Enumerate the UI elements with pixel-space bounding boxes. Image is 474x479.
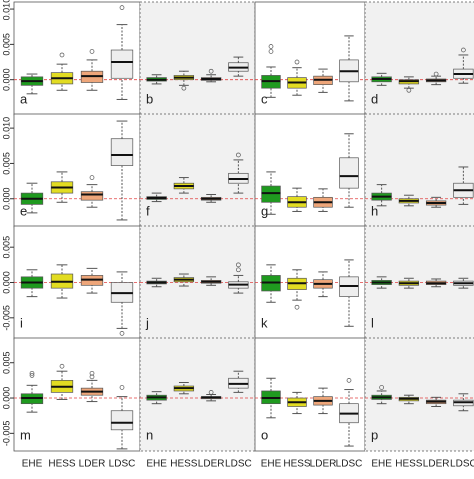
panel-label: m bbox=[20, 427, 31, 442]
panel bbox=[364, 1, 474, 116]
outlier bbox=[89, 175, 95, 180]
panel-label: d bbox=[371, 91, 378, 106]
outlier bbox=[346, 378, 352, 383]
x-tick-label: LDSC bbox=[109, 459, 136, 470]
x-tick-label: HESS bbox=[48, 459, 76, 470]
panel bbox=[139, 113, 256, 228]
box bbox=[261, 185, 281, 203]
outlier bbox=[208, 390, 214, 395]
outlier bbox=[406, 87, 412, 93]
outlier bbox=[89, 370, 95, 376]
panel-label: o bbox=[261, 427, 268, 442]
y-tick-label: 0.000 bbox=[1, 68, 11, 91]
outlier bbox=[461, 47, 466, 53]
panel-label: b bbox=[146, 91, 153, 106]
panel-label: j bbox=[145, 315, 149, 330]
outlier bbox=[236, 262, 241, 268]
panel-label: l bbox=[371, 315, 374, 330]
panel bbox=[139, 1, 256, 116]
box bbox=[110, 49, 134, 79]
panel-label: i bbox=[20, 315, 23, 330]
box bbox=[110, 410, 134, 431]
outlier bbox=[29, 370, 35, 376]
outlier bbox=[268, 44, 274, 49]
x-tick-label: LDSC bbox=[225, 459, 252, 470]
outlier bbox=[59, 52, 65, 58]
outlier bbox=[29, 373, 35, 378]
panel-label: a bbox=[20, 91, 28, 106]
box bbox=[339, 157, 359, 189]
panel-label: c bbox=[261, 91, 268, 106]
x-tick-label: LDER bbox=[310, 459, 337, 470]
y-tick-label: -0.005 bbox=[1, 305, 11, 331]
x-tick-label: EHE bbox=[22, 459, 43, 470]
y-tick-label: 0.000 bbox=[1, 271, 11, 294]
y-tick-label: 0.005 bbox=[1, 351, 11, 374]
box bbox=[110, 138, 134, 166]
x-tick-label: LDER bbox=[198, 459, 225, 470]
panel-label: n bbox=[146, 427, 153, 442]
box bbox=[80, 191, 104, 201]
outlier bbox=[119, 385, 125, 390]
x-tick-label: LDER bbox=[79, 459, 106, 470]
y-tick-label: -0.005 bbox=[1, 421, 11, 447]
outlier bbox=[379, 385, 384, 390]
x-tick-label: HESS bbox=[170, 459, 198, 470]
x-tick-label: EHE bbox=[146, 459, 167, 470]
y-tick-label: 0.005 bbox=[1, 152, 11, 175]
panel-label: e bbox=[20, 203, 27, 218]
panel bbox=[364, 337, 474, 452]
outlier bbox=[89, 374, 95, 380]
x-tick-label: LDER bbox=[423, 459, 450, 470]
outlier bbox=[433, 71, 439, 77]
x-tick-label: EHE bbox=[371, 459, 392, 470]
panel bbox=[13, 113, 141, 228]
x-tick-label: EHE bbox=[261, 459, 282, 470]
x-tick-label: HESS bbox=[395, 459, 423, 470]
panel-label: h bbox=[371, 203, 378, 218]
y-tick-label: 0.000 bbox=[1, 387, 11, 410]
x-tick-label: LDSC bbox=[336, 459, 363, 470]
x-tick-label: HESS bbox=[283, 459, 311, 470]
panel-label: f bbox=[146, 203, 150, 218]
y-tick-label: 0.005 bbox=[1, 236, 11, 259]
y-tick-label: 0.000 bbox=[1, 187, 11, 210]
outlier bbox=[181, 85, 187, 91]
panel-label: g bbox=[261, 203, 268, 218]
outlier bbox=[59, 363, 65, 369]
y-tick-label: 0.005 bbox=[1, 33, 11, 56]
outlier bbox=[236, 152, 241, 158]
y-tick-label: 0.010 bbox=[1, 117, 11, 140]
outlier bbox=[268, 49, 274, 54]
panel bbox=[254, 1, 366, 116]
outlier bbox=[89, 49, 95, 54]
outlier bbox=[294, 304, 300, 310]
panel-label: k bbox=[261, 315, 268, 330]
panel-label: p bbox=[371, 427, 378, 442]
x-tick-label: LDSC bbox=[450, 459, 474, 470]
outlier bbox=[236, 267, 241, 273]
outlier bbox=[208, 68, 214, 74]
y-tick-label: 0.010 bbox=[1, 0, 11, 20]
panel bbox=[139, 337, 256, 452]
outlier bbox=[119, 331, 125, 336]
outlier bbox=[294, 59, 300, 65]
outlier bbox=[119, 5, 125, 11]
panel bbox=[364, 113, 474, 228]
